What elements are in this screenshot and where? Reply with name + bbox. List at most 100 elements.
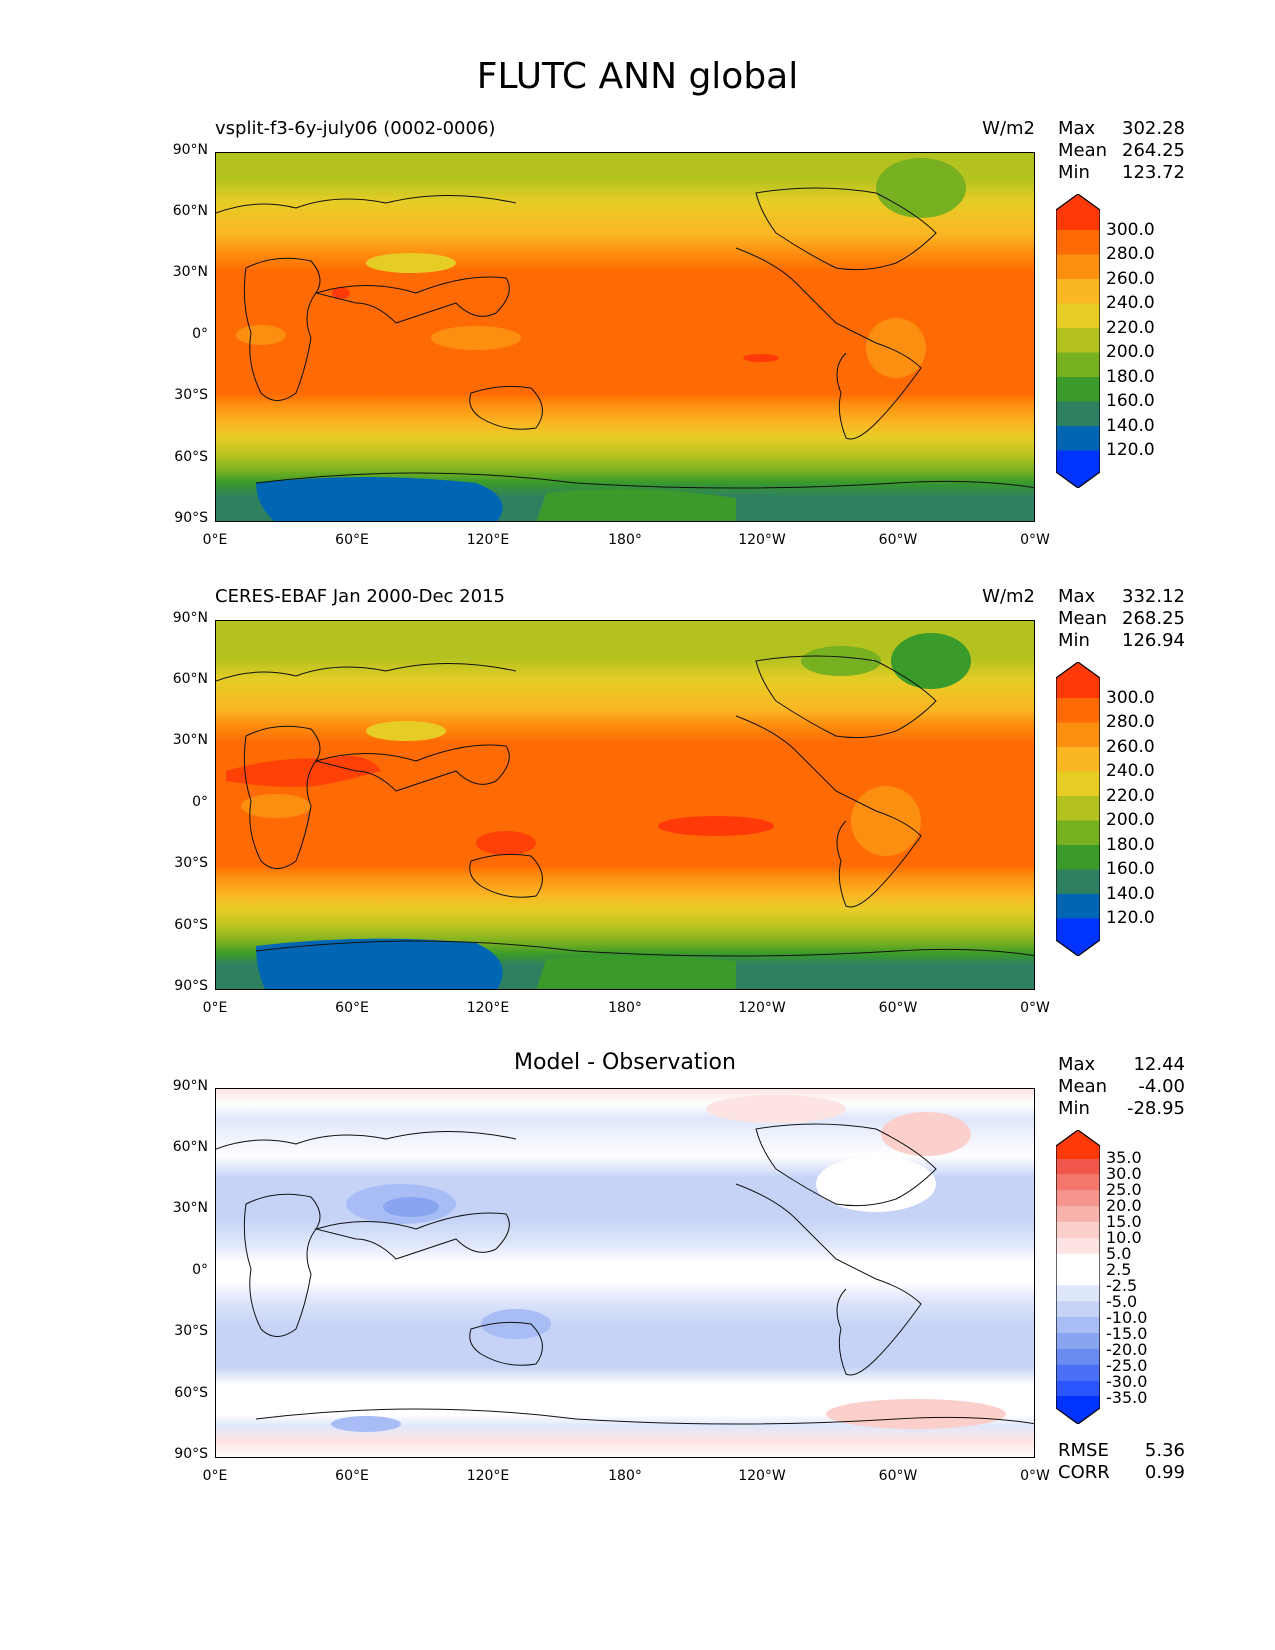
colorbar-tick: 220.0: [1106, 786, 1155, 806]
colorbar-tick: 180.0: [1106, 835, 1155, 855]
colorbar-tick: -10.0: [1106, 1308, 1148, 1327]
colorbar-tick: 300.0: [1106, 220, 1155, 240]
stat-name: Max: [1058, 118, 1096, 139]
colorbar-tick: 30.0: [1106, 1164, 1142, 1183]
figure-title: FLUTC ANN global: [476, 56, 799, 97]
panel-center-label: Model - Observation: [514, 1050, 736, 1075]
colorbar-tick: 10.0: [1106, 1228, 1142, 1247]
lon-tick: 60°W: [878, 1468, 918, 1484]
panel-left-label: CERES-EBAF Jan 2000-Dec 2015: [215, 586, 505, 607]
colorbar-tick: -5.0: [1106, 1292, 1138, 1311]
lon-tick: 180°: [608, 1468, 642, 1484]
lon-tick: 120°E: [466, 1468, 510, 1484]
map-difference-field: [216, 1089, 1034, 1457]
lon-tick: 60°E: [335, 1000, 369, 1016]
stat-name: Min: [1058, 1098, 1090, 1119]
lat-tick: 90°N: [172, 1078, 208, 1094]
lat-tick: 90°N: [172, 142, 208, 158]
panel-left-label: vsplit-f3-6y-july06 (0002-0006): [215, 118, 496, 139]
stat-name: Max: [1058, 586, 1096, 607]
map-model-field: [216, 153, 1034, 521]
lon-tick: 0°W: [1020, 1468, 1050, 1484]
stat-value: 123.72: [1122, 162, 1185, 183]
lon-tick: 180°: [608, 532, 642, 548]
units-label: W/m2: [982, 586, 1035, 607]
colorbar: 300.0 280.0 260.0 240.0 220.0 200.0 180.…: [1055, 193, 1155, 492]
lon-tick: 120°E: [466, 532, 510, 548]
colorbar-tick: 15.0: [1106, 1212, 1142, 1231]
lat-tick: 30°S: [174, 1323, 208, 1339]
lon-tick: 120°E: [466, 1000, 510, 1016]
lat-tick: 30°N: [172, 1200, 208, 1216]
colorbar-tick: 240.0: [1106, 761, 1155, 781]
lat-tick: 90°S: [174, 510, 208, 526]
lat-tick: 60°S: [174, 917, 208, 933]
stat-name: Mean: [1058, 608, 1108, 629]
lon-tick: 0°E: [202, 1468, 228, 1484]
colorbar: 35.0 30.0 25.0 20.0 15.0 10.0 5.0 2.5 -2…: [1055, 1129, 1147, 1428]
stats-block: Max 302.28 Mean 264.25 Min 123.72: [1058, 118, 1185, 184]
colorbar-tick: 260.0: [1106, 269, 1155, 289]
colorbar-swatches: [1055, 661, 1101, 957]
lon-tick: 0°W: [1020, 1000, 1050, 1016]
colorbar-tick: -35.0: [1106, 1388, 1148, 1407]
colorbar-tick: -30.0: [1106, 1372, 1148, 1391]
lon-tick: 180°: [608, 1000, 642, 1016]
stat-value: 268.25: [1122, 608, 1185, 629]
colorbar-tick: 2.5: [1106, 1260, 1132, 1279]
lat-tick: 0°: [192, 326, 208, 342]
lat-tick: 30°S: [174, 387, 208, 403]
colorbar-tick: -15.0: [1106, 1324, 1148, 1343]
metric-value: 5.36: [1144, 1440, 1185, 1461]
metric-name: CORR: [1058, 1462, 1110, 1483]
panel-difference: Model - Observation: [0, 1050, 1275, 1514]
metric-name: RMSE: [1058, 1440, 1109, 1461]
colorbar-tick: 200.0: [1106, 342, 1155, 362]
lat-tick: 90°S: [174, 978, 208, 994]
lat-tick: 90°N: [172, 610, 208, 626]
lon-tick: 60°E: [335, 1468, 369, 1484]
colorbar-tick: 200.0: [1106, 810, 1155, 830]
colorbar-tick: 20.0: [1106, 1196, 1142, 1215]
map-observation-field: [216, 621, 1034, 989]
colorbar-tick: 260.0: [1106, 737, 1155, 757]
coastlines-1: [216, 187, 1034, 489]
stat-name: Mean: [1058, 1076, 1108, 1097]
stats-block: Max 12.44 Mean -4.00 Min -28.95: [1058, 1054, 1185, 1120]
colorbar-tick: 120.0: [1106, 440, 1155, 460]
colorbar-tick: 35.0: [1106, 1148, 1142, 1167]
stat-name: Min: [1058, 162, 1090, 183]
lon-tick: 60°W: [878, 1000, 918, 1016]
metrics-block: RMSE 5.36 CORR 0.99: [1058, 1440, 1185, 1484]
colorbar-tick: -2.5: [1106, 1276, 1138, 1295]
stat-value: 332.12: [1122, 586, 1185, 607]
map-difference: [215, 1088, 1035, 1458]
lat-tick: 0°: [192, 794, 208, 810]
map-model: [215, 152, 1035, 522]
stat-name: Max: [1058, 1054, 1096, 1075]
colorbar-tick: 120.0: [1106, 908, 1155, 928]
lat-tick: 60°N: [172, 671, 208, 687]
colorbar: 300.0 280.0 260.0 240.0 220.0 200.0 180.…: [1055, 661, 1155, 960]
colorbar-tick: 300.0: [1106, 688, 1155, 708]
lat-tick: 60°S: [174, 1385, 208, 1401]
lon-tick: 120°W: [738, 532, 786, 548]
lon-tick: 60°E: [335, 532, 369, 548]
panel-observation: CERES-EBAF Jan 2000-Dec 2015 W/m2: [0, 586, 1275, 1046]
stats-block: Max 332.12 Mean 268.25 Min 126.94: [1058, 586, 1185, 652]
stat-name: Min: [1058, 630, 1090, 651]
lat-tick: 0°: [192, 1262, 208, 1278]
units-label: W/m2: [982, 118, 1035, 139]
colorbar-tick: 160.0: [1106, 859, 1155, 879]
lon-tick: 60°W: [878, 532, 918, 548]
stat-value: 302.28: [1122, 118, 1185, 139]
lat-tick: 30°N: [172, 732, 208, 748]
lat-tick: 60°N: [172, 203, 208, 219]
lon-tick: 120°W: [738, 1468, 786, 1484]
colorbar-tick: 160.0: [1106, 391, 1155, 411]
stat-value: 126.94: [1122, 630, 1185, 651]
metric-value: 0.99: [1144, 1462, 1185, 1483]
lon-tick: 0°E: [202, 532, 228, 548]
lon-tick: 0°E: [202, 1000, 228, 1016]
colorbar-tick: -20.0: [1106, 1340, 1148, 1359]
